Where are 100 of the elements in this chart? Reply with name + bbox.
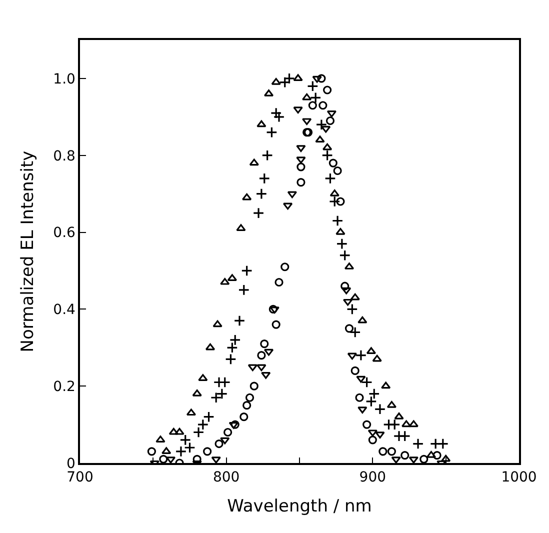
point (432, 451, 442, 460)
point (333, 166, 342, 176)
point (242, 193, 252, 200)
point (216, 388, 228, 400)
point (234, 315, 246, 326)
point (228, 422, 238, 429)
point (296, 156, 306, 164)
point (328, 196, 340, 208)
point (214, 439, 224, 448)
point (315, 136, 325, 143)
point (273, 111, 285, 123)
point (257, 351, 266, 360)
point (326, 116, 335, 126)
point (203, 447, 212, 456)
point (159, 454, 168, 463)
y-tick-label: 0.6 (53, 225, 76, 242)
point (270, 306, 280, 314)
point (361, 376, 373, 388)
point (358, 316, 368, 324)
point (340, 282, 350, 290)
point (264, 348, 274, 356)
point (230, 420, 240, 429)
point (322, 150, 333, 162)
point (362, 420, 372, 429)
point (240, 412, 248, 422)
point (420, 454, 428, 463)
y-tick-label: 0.2 (53, 378, 76, 395)
point (358, 406, 368, 414)
point (261, 372, 271, 379)
point (302, 93, 312, 100)
point (381, 382, 391, 389)
point (293, 106, 303, 114)
point (197, 418, 209, 430)
y-tick-label: 0 (66, 456, 76, 472)
point (322, 143, 332, 150)
point (284, 72, 295, 84)
point (323, 86, 332, 94)
point (203, 411, 214, 423)
x-tick-label: 900 (359, 470, 386, 486)
point (349, 326, 361, 338)
point (372, 354, 382, 362)
point (399, 430, 411, 442)
point (440, 454, 451, 462)
point (347, 352, 358, 360)
point (162, 447, 172, 454)
point (388, 418, 400, 430)
point (256, 364, 266, 372)
point (308, 101, 317, 110)
point (394, 412, 404, 420)
point (224, 428, 232, 437)
y-axis-title: Normalized EL Intensity (18, 150, 38, 352)
point (156, 436, 166, 442)
point (250, 382, 258, 390)
x-tick-label: 1000 (501, 470, 537, 486)
point (324, 172, 336, 184)
point (321, 126, 331, 133)
point (192, 454, 202, 463)
point (220, 437, 230, 444)
point (242, 401, 252, 410)
point (316, 118, 328, 130)
point (318, 101, 328, 110)
point (212, 320, 222, 328)
point (355, 350, 367, 362)
x-tick-label: 800 (212, 470, 240, 486)
point (293, 74, 303, 81)
point (310, 92, 322, 104)
point (249, 158, 259, 166)
point (282, 202, 293, 210)
point (296, 162, 306, 172)
point (256, 120, 266, 128)
point (248, 364, 258, 372)
point (366, 396, 377, 408)
point (302, 118, 312, 126)
point (186, 408, 196, 416)
point (205, 343, 216, 350)
point (306, 80, 318, 92)
point (168, 428, 178, 435)
point (198, 374, 208, 381)
point (272, 320, 280, 329)
point (268, 304, 278, 314)
point (245, 393, 254, 402)
point (210, 392, 222, 404)
point (296, 178, 306, 187)
point (274, 278, 284, 287)
point (260, 339, 269, 348)
point (256, 188, 268, 200)
point (368, 388, 380, 400)
point (437, 438, 449, 450)
point (317, 74, 326, 83)
point (350, 293, 360, 300)
point (341, 287, 352, 294)
point (226, 342, 238, 354)
point (368, 436, 377, 444)
point (279, 76, 291, 88)
point (252, 207, 264, 219)
point (280, 262, 290, 272)
point (401, 420, 412, 428)
point (330, 190, 340, 196)
point (271, 78, 281, 85)
point (375, 432, 385, 438)
